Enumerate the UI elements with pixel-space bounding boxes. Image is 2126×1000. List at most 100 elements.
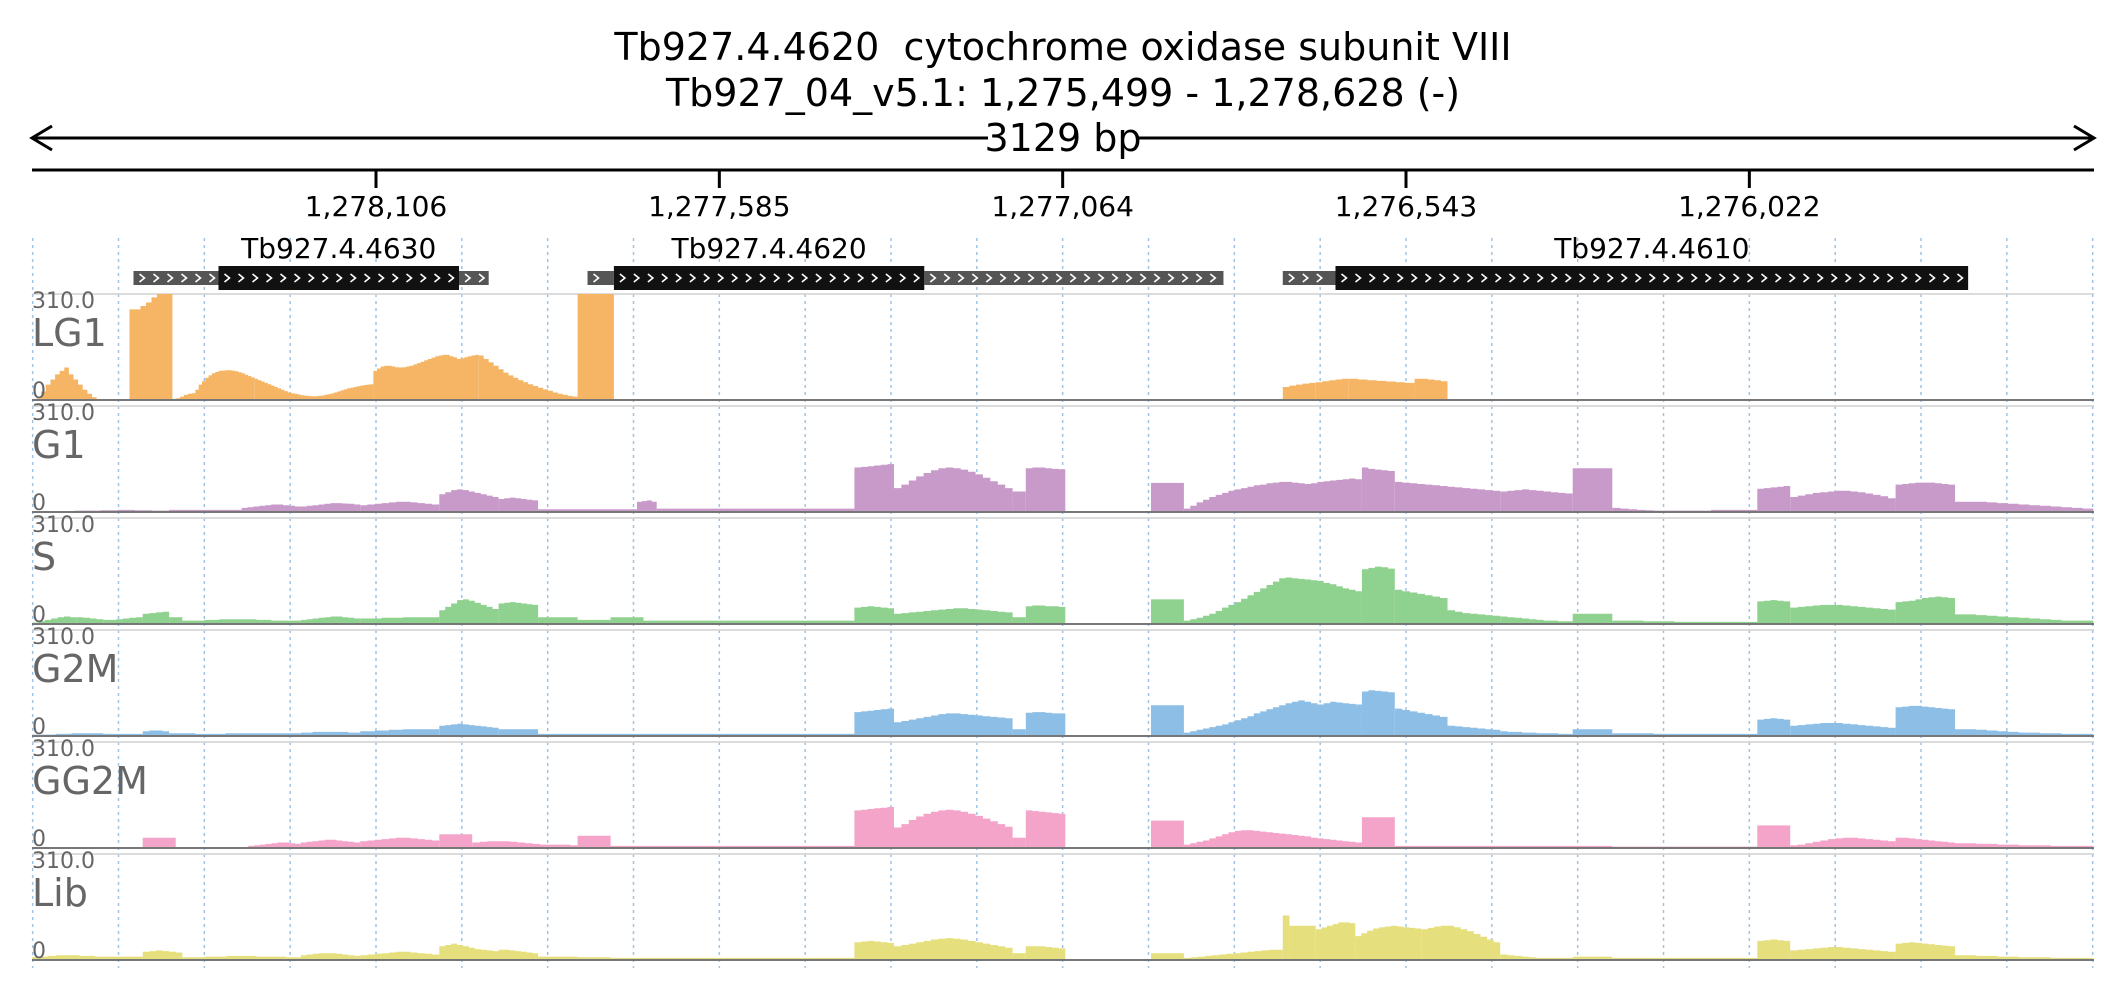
- strand-chevron: [321, 273, 329, 283]
- strand-chevron: [1125, 273, 1133, 283]
- strand-chevron: [1097, 273, 1105, 283]
- track-name: S: [32, 535, 56, 579]
- strand-chevron: [1536, 273, 1544, 283]
- strand-chevron: [194, 273, 202, 283]
- track-ymax-label: 310.0: [32, 401, 95, 426]
- coverage-area: [1790, 723, 1896, 736]
- track-ymin-label: 0: [32, 603, 46, 628]
- strand-chevron: [208, 273, 216, 283]
- strand-chevron: [1564, 273, 1572, 283]
- coverage-area: [1572, 613, 1613, 624]
- coverage-area: [142, 730, 170, 736]
- strand-chevron: [1858, 273, 1866, 283]
- strand-chevron: [1802, 273, 1810, 283]
- strand-chevron: [223, 273, 231, 283]
- coverage-area: [162, 294, 173, 400]
- strand-chevron: [1774, 273, 1782, 283]
- strand-chevron: [1340, 273, 1348, 283]
- coverage-area: [360, 729, 440, 736]
- track-name: G2M: [32, 647, 118, 691]
- track-ymax-label: 310.0: [32, 625, 95, 650]
- strand-chevron: [1368, 273, 1376, 283]
- axis-tick-label: 1,277,585: [648, 190, 791, 223]
- coverage-area: [498, 729, 539, 736]
- strand-chevron: [478, 273, 486, 283]
- strand-chevron: [957, 273, 965, 283]
- coverage-area: [1757, 939, 1791, 960]
- coverage-area: [1447, 610, 1501, 624]
- strand-chevron: [1316, 273, 1324, 283]
- strand-chevron: [307, 273, 315, 283]
- coverage-area: [142, 950, 183, 960]
- coverage-area: [1500, 731, 1573, 736]
- coverage-area: [300, 731, 361, 736]
- track-ymax-label: 310.0: [32, 289, 95, 314]
- strand-chevron: [885, 273, 893, 283]
- coverage-area: [1572, 468, 1613, 512]
- coverage-area: [854, 708, 894, 736]
- coverage-area: [538, 617, 578, 624]
- coverage-area: [439, 723, 499, 736]
- strand-chevron: [152, 273, 160, 283]
- coverage-area: [637, 500, 657, 512]
- strand-chevron: [1167, 273, 1175, 283]
- coverage-area: [1500, 489, 1573, 512]
- strand-chevron: [1956, 273, 1964, 283]
- coverage-area: [142, 837, 176, 848]
- strand-chevron: [1302, 273, 1310, 283]
- strand-chevron: [1209, 273, 1217, 283]
- strand-chevron: [464, 273, 472, 283]
- strand-chevron: [1648, 273, 1656, 283]
- coverage-area: [1183, 577, 1362, 624]
- strand-chevron: [251, 273, 259, 283]
- strand-chevron: [1111, 273, 1119, 283]
- strand-chevron: [1620, 273, 1628, 283]
- strand-chevron: [1396, 273, 1404, 283]
- coverage-area: [1955, 843, 2094, 848]
- strand-chevron: [1410, 273, 1418, 283]
- coverage-area: [498, 497, 539, 512]
- coverage-area: [1394, 708, 1448, 736]
- coverage-area: [1025, 810, 1066, 848]
- coverage-area: [439, 834, 473, 848]
- coverage-area: [1612, 507, 1712, 512]
- coverage-area: [76, 617, 104, 624]
- strand-chevron: [929, 273, 937, 283]
- coverage-area: [498, 602, 539, 624]
- strand-chevron: [843, 273, 851, 283]
- coverage-area: [1895, 596, 1955, 624]
- coverage-area: [142, 611, 170, 624]
- coverage-area: [1955, 955, 2094, 960]
- coverage-area: [103, 617, 143, 624]
- coverage-area: [300, 503, 361, 512]
- coverage-area: [1282, 915, 1290, 960]
- strand-chevron: [1041, 273, 1049, 283]
- strand-chevron: [1578, 273, 1586, 283]
- coverage-area: [439, 599, 499, 624]
- strand-chevron: [1438, 273, 1446, 283]
- coverage-area: [169, 617, 183, 624]
- coverage-area: [1895, 705, 1955, 736]
- coverage-area: [894, 809, 1013, 848]
- strand-chevron: [675, 273, 683, 283]
- coverage-area: [1572, 729, 1613, 736]
- coverage-area: [1757, 486, 1791, 512]
- coverage-area: [1955, 614, 2094, 624]
- track-name: GG2M: [32, 759, 148, 803]
- strand-chevron: [1592, 273, 1600, 283]
- gene-cds: [218, 266, 460, 290]
- strand-chevron: [1424, 273, 1432, 283]
- gene-utr: [1282, 271, 1336, 285]
- strand-chevron: [1886, 273, 1894, 283]
- strand-chevron: [166, 273, 174, 283]
- axis-tick-label: 1,276,543: [1335, 190, 1478, 223]
- strand-chevron: [899, 273, 907, 283]
- coverage-tracks: 310.0LG10310.0G10310.0S0310.0G2M0310.0GG…: [32, 289, 2094, 964]
- track-ymax-label: 310.0: [32, 849, 95, 874]
- coverage-area: [1012, 491, 1026, 512]
- coverage-area: [1025, 467, 1066, 512]
- coverage-area: [32, 367, 97, 400]
- coordinate-ticks: 1,278,106 1,277,585 1,277,064 1,276,543 1,27…: [305, 170, 1821, 223]
- track-ymin-label: 0: [32, 379, 46, 404]
